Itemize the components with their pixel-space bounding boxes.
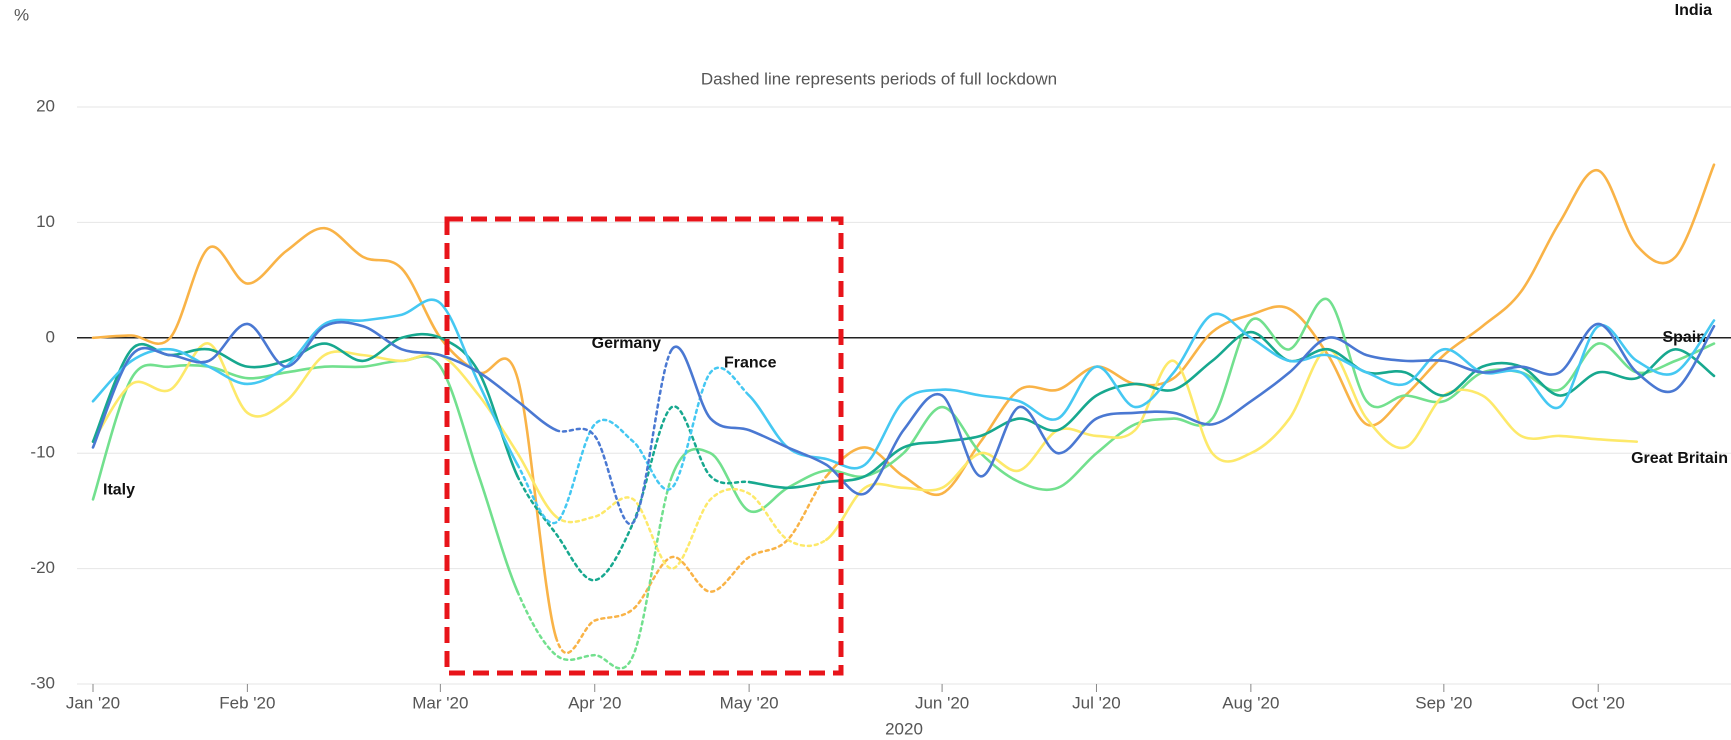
series-label: India — [1675, 2, 1712, 19]
x-tick-label: Jun '20 — [915, 693, 969, 712]
unit-label: % — [14, 5, 29, 24]
series-label: France — [724, 354, 777, 371]
y-tick-label: -30 — [30, 673, 55, 692]
x-tick-label: Feb '20 — [219, 693, 275, 712]
line — [91, 342, 558, 518]
line — [91, 332, 519, 478]
y-tick-label: -20 — [30, 558, 55, 577]
line — [670, 297, 1716, 514]
line — [91, 320, 558, 449]
line — [91, 226, 558, 640]
x-tick-label: Oct '20 — [1572, 693, 1625, 712]
x-axis-label: 2020 — [885, 719, 923, 738]
line-dashed — [554, 348, 674, 526]
series-label: Italy — [103, 481, 135, 498]
line-dashed — [554, 487, 828, 570]
x-tick-label: Jul '20 — [1072, 693, 1121, 712]
chart-subtitle: Dashed line represents periods of full l… — [701, 69, 1057, 88]
x-tick-label: Mar '20 — [412, 693, 468, 712]
line — [825, 163, 1716, 497]
line — [747, 330, 1716, 490]
line-dashed — [554, 475, 828, 655]
x-tick-label: Jan '20 — [66, 693, 120, 712]
line — [825, 348, 1639, 542]
series-label: Great Britain — [1631, 450, 1728, 467]
line-dashed — [516, 366, 751, 525]
x-tick-label: May '20 — [720, 693, 779, 712]
line — [91, 298, 519, 467]
line-dashed — [516, 405, 751, 582]
line-dashed — [516, 475, 674, 670]
y-tick-label: 10 — [36, 212, 55, 231]
y-tick-label: 0 — [46, 327, 55, 346]
series-label: Spain — [1662, 329, 1706, 346]
y-tick-label: -10 — [30, 443, 55, 462]
lockdown-box — [444, 216, 844, 676]
line — [91, 355, 519, 593]
x-tick-label: Apr '20 — [568, 693, 621, 712]
x-tick-label: Sep '20 — [1415, 693, 1472, 712]
y-tick-label: 20 — [36, 96, 55, 115]
x-tick-label: Aug '20 — [1222, 693, 1279, 712]
series-label: Germany — [592, 335, 661, 352]
line — [747, 312, 1716, 470]
